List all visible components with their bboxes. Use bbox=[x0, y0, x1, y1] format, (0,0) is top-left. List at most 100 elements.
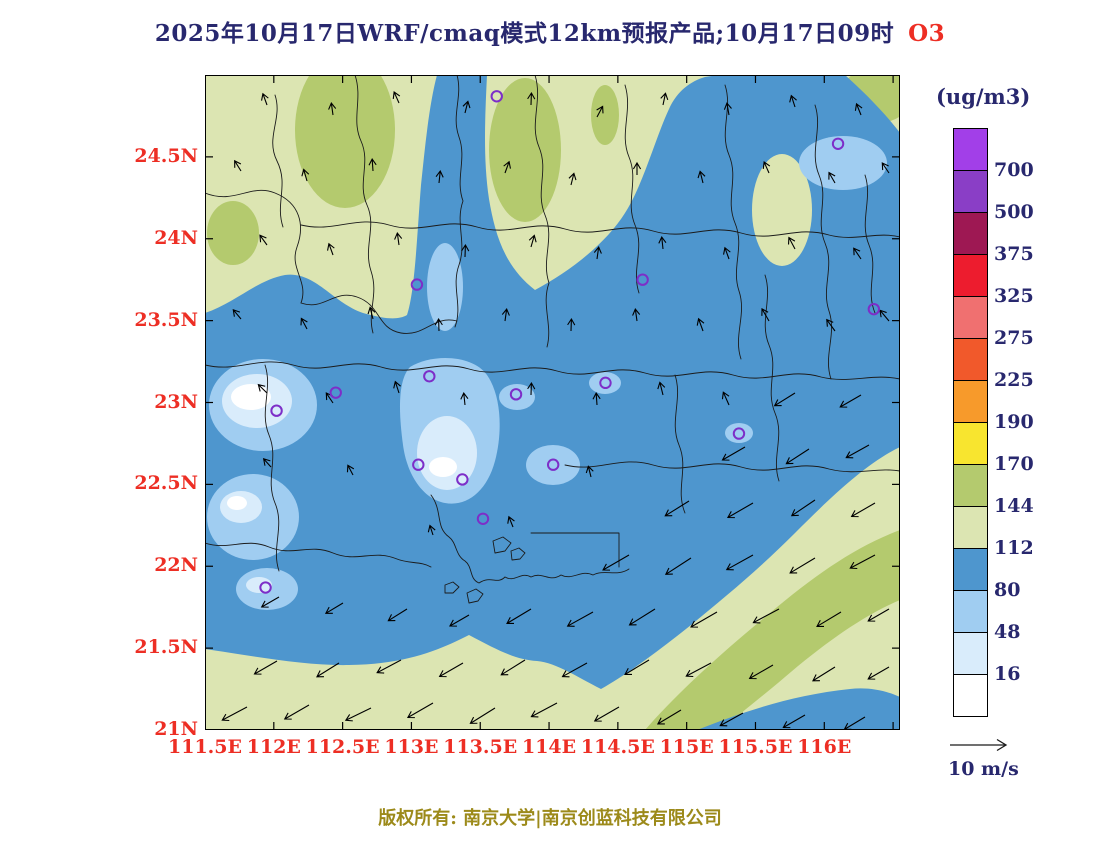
boundary-lines bbox=[205, 75, 900, 604]
station-marker bbox=[867, 302, 881, 316]
wind-arrow bbox=[748, 664, 774, 680]
axis-ticks bbox=[205, 75, 900, 730]
wind-arrow bbox=[527, 381, 536, 396]
wind-arrow bbox=[346, 464, 355, 476]
wind-arrow bbox=[460, 392, 469, 406]
wind-arrow bbox=[253, 660, 278, 675]
wind-arrow bbox=[528, 234, 537, 248]
boundary-line bbox=[674, 374, 686, 514]
o3-contour-fill bbox=[725, 423, 753, 443]
o3-contour-fill bbox=[799, 136, 887, 190]
o3-contour-fill bbox=[589, 372, 621, 394]
colorbar-segment bbox=[954, 423, 987, 465]
o3-contour-fill bbox=[697, 688, 900, 730]
station-markers bbox=[259, 90, 881, 594]
boundary-line bbox=[264, 364, 280, 572]
wind-arrow bbox=[602, 554, 630, 571]
wind-arrow bbox=[438, 662, 464, 678]
boundary-line bbox=[454, 75, 464, 328]
colorbar-segment bbox=[954, 255, 987, 297]
wind-arrow bbox=[721, 391, 730, 406]
station-marker bbox=[636, 273, 649, 286]
colorbar-label: 375 bbox=[994, 243, 1034, 265]
wind-arrow bbox=[879, 309, 890, 322]
colorbar-segment bbox=[954, 465, 987, 507]
wind-arrow bbox=[283, 704, 310, 720]
lon-label: 114.5E bbox=[580, 736, 655, 758]
boundary-line bbox=[564, 461, 900, 473]
colorbar-segment bbox=[954, 171, 987, 213]
map-frame bbox=[205, 75, 900, 730]
wind-arrow bbox=[449, 614, 470, 627]
boundary-line bbox=[430, 494, 630, 584]
station-marker bbox=[732, 427, 746, 440]
colorbar-label: 144 bbox=[994, 495, 1034, 517]
wind-arrow bbox=[845, 444, 870, 459]
wind-arrow bbox=[697, 170, 706, 184]
wind-arrow bbox=[501, 308, 510, 322]
wind-arrow bbox=[849, 554, 876, 570]
wind-arrow bbox=[301, 168, 310, 182]
wind-arrow bbox=[723, 246, 731, 260]
o3-contour-fill bbox=[499, 384, 535, 410]
coast-islands bbox=[444, 536, 526, 604]
boundary-line bbox=[205, 189, 304, 304]
boundary-line bbox=[814, 104, 833, 380]
wind-arrow bbox=[592, 391, 601, 406]
colorbar-label: 112 bbox=[994, 537, 1034, 559]
wind-arrow bbox=[658, 236, 667, 250]
wind-arrow bbox=[257, 383, 268, 394]
wind-arrow bbox=[561, 662, 588, 678]
lat-label: 21N bbox=[154, 718, 198, 740]
wind-arrow bbox=[719, 712, 744, 727]
o3-contour-fill bbox=[591, 85, 619, 145]
wind-arrow bbox=[826, 318, 836, 332]
wind-arrow bbox=[585, 465, 594, 478]
station-marker bbox=[456, 473, 469, 486]
wind-arrow bbox=[593, 246, 602, 260]
boundary-line bbox=[300, 294, 458, 334]
wind-arrow bbox=[327, 242, 335, 256]
station-marker bbox=[412, 458, 425, 471]
wind-reference: 10 m/s bbox=[948, 736, 1058, 780]
colorbar-label: 275 bbox=[994, 327, 1034, 349]
o3-contour-fill bbox=[246, 577, 272, 593]
wind-arrow bbox=[867, 608, 890, 622]
wind-arrow bbox=[232, 308, 242, 320]
wind-arrow bbox=[368, 157, 377, 172]
wind-arrow bbox=[530, 702, 558, 718]
o3-contour-fill bbox=[207, 201, 259, 265]
o3-contour-fill bbox=[752, 154, 812, 266]
wind-arrow bbox=[752, 608, 780, 624]
wind-arrow bbox=[787, 236, 796, 250]
lon-label: 115.5E bbox=[718, 736, 793, 758]
colorbar-labels: 700 500 375 325 275 225 190 170 144 112 80 48 16 bbox=[994, 0, 1064, 850]
colorbar-segment bbox=[954, 339, 987, 381]
station-marker bbox=[546, 458, 560, 471]
wind-arrow bbox=[773, 392, 796, 407]
colorbar-segment bbox=[954, 675, 987, 716]
colorbar-label: 80 bbox=[994, 579, 1021, 601]
wind-arrow bbox=[850, 502, 876, 518]
wind-arrow bbox=[344, 707, 372, 722]
wind-arrow bbox=[367, 306, 376, 320]
wind-arrow bbox=[782, 714, 806, 729]
wind-arrow bbox=[816, 611, 842, 627]
lat-label: 23N bbox=[154, 390, 198, 413]
colorbar-segment bbox=[954, 297, 987, 339]
page-title: 2025年10月17日WRF/cmaq模式12km预报产品;10月17日09时 O… bbox=[0, 14, 1100, 48]
lat-label: 22N bbox=[154, 554, 198, 577]
colorbar-label: 170 bbox=[994, 453, 1034, 475]
colorbar-segment bbox=[954, 591, 987, 633]
wind-arrow bbox=[593, 706, 620, 722]
boundary-line bbox=[624, 84, 640, 294]
lon-label: 112.5E bbox=[305, 736, 380, 758]
wind-arrow bbox=[790, 499, 816, 517]
wind-arrow bbox=[696, 317, 705, 332]
wind-arrow bbox=[394, 232, 403, 246]
wind-arrow bbox=[234, 159, 242, 172]
wind-arrow bbox=[221, 706, 248, 722]
colorbar-segment bbox=[954, 549, 987, 591]
wind-arrow bbox=[596, 105, 604, 118]
lon-label: 115E bbox=[659, 736, 714, 758]
